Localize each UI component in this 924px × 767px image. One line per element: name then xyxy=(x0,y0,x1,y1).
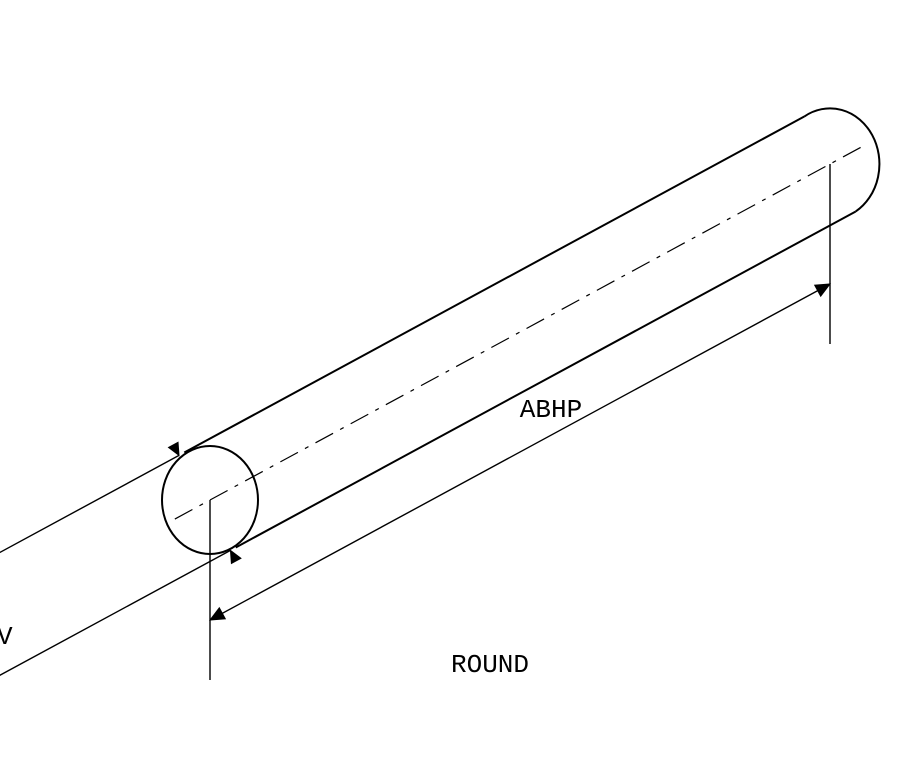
diameter-label: ADAV xyxy=(0,622,13,652)
caption-label: ROUND xyxy=(451,650,529,680)
length-label: ABHP xyxy=(520,395,582,425)
